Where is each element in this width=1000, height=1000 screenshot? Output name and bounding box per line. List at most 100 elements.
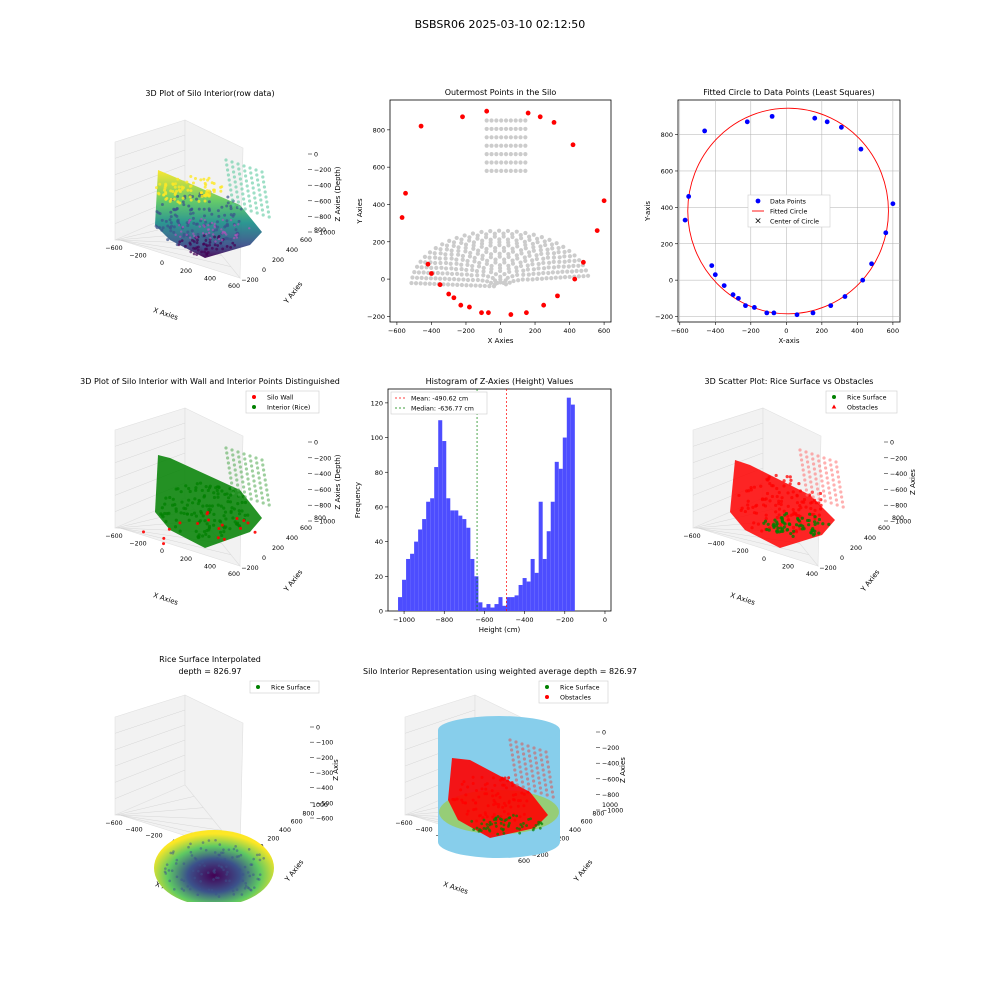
p4-interior-point [185,503,189,507]
p8-obstacle-point [529,764,533,768]
p6-obstacle-point [794,530,799,534]
p3-ytick-label: −200 [655,313,673,321]
p8-rice-point [494,824,498,828]
p4-interior-point [171,497,175,501]
p2-interior-point [459,237,464,242]
p7-surface-point [232,893,236,896]
p1-data-point [158,182,162,186]
p8-rice-point [519,823,523,826]
p6-ztick-label: 0 [890,440,894,447]
p2-interior-point [507,269,512,275]
p6-obstacle-point [834,460,838,464]
p7-surface-point [215,876,218,880]
p1-ztick-label: −800 [314,214,331,221]
p6-rice-point [774,523,779,528]
p1-data-point [161,226,165,230]
p7-surface-point [186,885,190,888]
p1-data-point [191,195,195,199]
p2-interior-point [484,168,489,173]
p4-interior-point [231,516,235,520]
p1-data-point [193,177,197,181]
p5-hist-bar [534,572,539,611]
p8-rice-point [507,825,510,828]
p4-wall-point [225,451,229,455]
p1-data-point [210,212,214,216]
p1-wall-point [260,170,264,174]
p7-surface-point [199,847,203,850]
p2-interior-point [518,160,523,165]
p8-obstacle-point [550,790,555,794]
p7-surface-point [262,856,266,860]
p6-obstacle-point [782,479,786,483]
p3-data-point [769,113,775,119]
p6-gridline [692,437,764,463]
p5-chart: Histogram of Z-Axies (Height) Values−100… [354,377,612,634]
p2-interior-point [473,283,478,288]
p6-obstacle-point [745,489,749,493]
p7-surface-point [243,865,247,869]
p6-obstacle-point [774,503,778,507]
p4-ztick-label: −600 [314,487,331,494]
p5-legend-label: Median: -636.77 cm [411,406,474,413]
p8-obstacle-point [460,798,464,802]
p2-interior-point [546,270,551,276]
p3-data-point [743,303,748,309]
p1-data-point [166,238,170,242]
p4-zlabel: Z Axies (Depth) [334,454,342,509]
p8-ytick-label: 400 [569,827,581,834]
p6-obstacle-point [802,497,807,502]
p1-data-point [187,221,191,224]
p6-obstacle-point [798,489,802,493]
p2-interior-point [553,275,558,280]
p1-data-point [193,234,196,238]
p8-obstacle-point [513,768,517,772]
p1-data-point [176,200,180,204]
p2-interior-point [449,266,454,271]
p4-interior-point [233,520,237,524]
p6-obstacle-point [806,465,811,469]
p6-rice-point [800,516,804,520]
p8-obstacle-point [491,794,495,798]
p8-obstacle-point [491,776,495,780]
p7-xtick-label: −600 [105,820,122,827]
p4-interior-point [212,512,216,516]
p7-surface-point [235,849,239,852]
p1-data-point [204,220,208,224]
p8-obstacle-point [527,749,531,753]
p4-wall-point [236,450,240,454]
p4-interior-point [161,515,165,519]
p1-data-point [172,230,176,234]
p8-rice-point [475,826,479,830]
p1-ytick-label: 800 [314,227,326,234]
p6-rice-point [785,528,789,532]
p7-surface-point [213,851,217,854]
p5-ytick-label: 120 [371,399,383,407]
p2-interior-point [498,274,503,279]
p2-interior-point [484,126,489,132]
p6-obstacle-point [841,505,845,509]
p4-wall-point [242,485,246,489]
p2-interior-point [444,247,449,252]
p2-interior-point [571,263,576,268]
p2-interior-point [572,258,577,263]
p2-interior-point [506,263,511,268]
p4-wall-point [248,492,252,496]
p3-data-point [858,146,864,152]
p4-wall-point [226,461,230,465]
p1-wall-point [246,189,250,193]
p7-surface-point [204,848,208,852]
p8-ytick-label: −200 [531,852,548,859]
p1-wall-point [242,197,246,201]
p7-surface-point [217,895,221,898]
p2-interior-point [556,264,561,269]
p2-interior-point [438,251,443,256]
p7-surface-point [171,851,175,855]
p2-interior-point [513,168,518,173]
p6-obstacle-point [801,468,805,472]
p2-interior-point [449,252,454,257]
p2-interior-point [577,258,582,263]
p6-obstacle-point [786,504,790,508]
p2-interior-point [489,263,494,269]
p4-interior-point [226,500,230,504]
